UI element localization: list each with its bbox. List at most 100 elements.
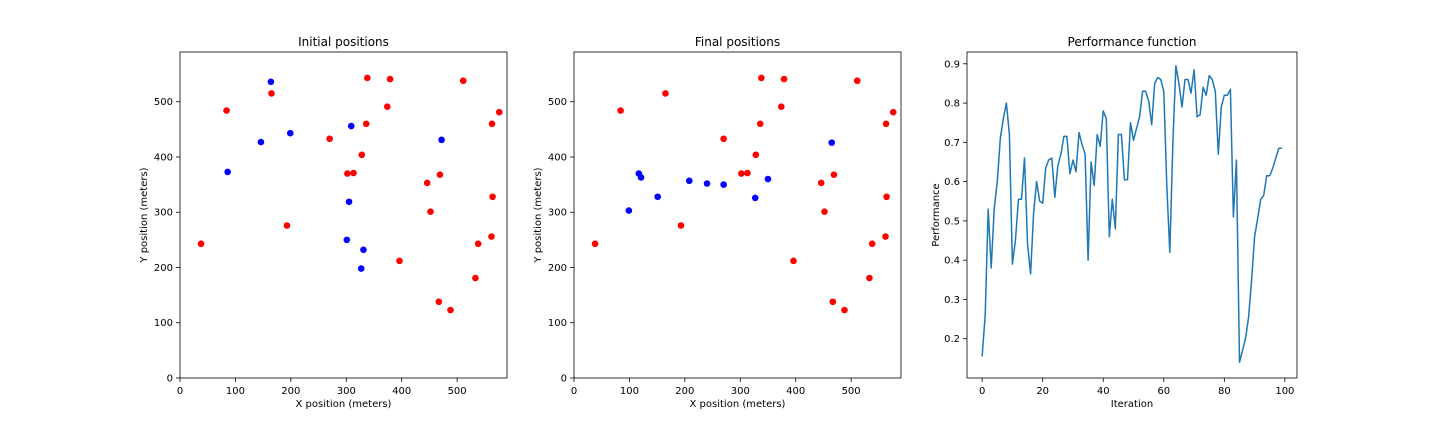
data-point bbox=[720, 181, 727, 188]
x-tick-label: 40 bbox=[1097, 386, 1110, 397]
x-axis-label: X position (meters) bbox=[690, 399, 786, 410]
data-point bbox=[744, 169, 751, 177]
chart-title: Final positions bbox=[695, 35, 780, 49]
data-point bbox=[654, 193, 661, 201]
y-tick-label: 500 bbox=[548, 97, 567, 108]
data-point bbox=[829, 298, 837, 306]
x-tick-label: 20 bbox=[1036, 386, 1049, 397]
data-point bbox=[223, 107, 230, 114]
x-tick-label: 300 bbox=[731, 386, 750, 397]
data-point bbox=[267, 78, 275, 86]
y-tick-label: 0.8 bbox=[944, 99, 960, 110]
data-point bbox=[488, 233, 495, 240]
y-axis-label: Y position (meters) bbox=[533, 167, 544, 263]
data-point bbox=[868, 240, 876, 248]
x-tick-label: 0 bbox=[571, 386, 577, 397]
data-point bbox=[326, 135, 333, 143]
x-tick-label: 100 bbox=[1275, 386, 1294, 397]
chart-1: Initial positions 0 100 200 300 400 500 0 100 200… bbox=[139, 35, 508, 410]
data-point bbox=[345, 198, 353, 206]
data-point bbox=[343, 236, 351, 244]
data-point bbox=[677, 222, 685, 229]
series-sensors bbox=[224, 78, 445, 272]
x-tick-label: 60 bbox=[1157, 386, 1170, 397]
data-point bbox=[617, 107, 624, 114]
y-tick-label: 0.2 bbox=[944, 334, 960, 345]
data-point bbox=[447, 306, 454, 314]
data-point bbox=[364, 74, 371, 82]
y-tick-label: 100 bbox=[548, 318, 567, 329]
x-tick-label: 200 bbox=[281, 386, 300, 397]
data-point bbox=[438, 136, 445, 144]
chart-2: Final positions 0 100 200 300 400 500 0 100 200 30… bbox=[533, 35, 902, 410]
plot-frame bbox=[966, 51, 1298, 379]
y-tick-label: 300 bbox=[548, 208, 567, 219]
x-tick-label: 400 bbox=[786, 386, 805, 397]
data-point bbox=[427, 208, 434, 215]
x-tick-label: 100 bbox=[226, 386, 245, 397]
data-point bbox=[344, 170, 351, 177]
data-point bbox=[383, 103, 391, 111]
y-tick-label: 400 bbox=[548, 152, 567, 163]
y-tick-label: 0.5 bbox=[944, 216, 960, 227]
data-point bbox=[591, 240, 599, 248]
data-point bbox=[685, 177, 693, 185]
series-targets bbox=[197, 74, 503, 314]
data-point bbox=[720, 135, 727, 143]
data-point bbox=[435, 298, 443, 306]
y-tick-label: 0.4 bbox=[944, 256, 960, 267]
data-point bbox=[752, 151, 760, 159]
y-tick-label: 0.6 bbox=[944, 177, 960, 188]
data-point bbox=[386, 75, 394, 83]
plot-frame bbox=[573, 51, 902, 379]
x-tick-label: 0 bbox=[177, 386, 183, 397]
y-tick-label: 0 bbox=[167, 374, 173, 385]
x-tick-label: 500 bbox=[842, 386, 861, 397]
data-point bbox=[738, 170, 745, 177]
data-point bbox=[257, 138, 265, 146]
x-tick-label: 0 bbox=[979, 386, 985, 397]
data-point bbox=[358, 151, 366, 159]
data-point bbox=[489, 193, 496, 201]
data-point bbox=[224, 168, 231, 176]
data-point bbox=[830, 171, 838, 178]
data-point bbox=[283, 222, 291, 229]
data-point bbox=[637, 174, 645, 181]
data-point bbox=[841, 306, 848, 314]
data-point bbox=[751, 194, 759, 202]
data-point bbox=[780, 75, 788, 83]
chart-title: Performance function bbox=[1068, 35, 1197, 49]
data-point bbox=[882, 120, 890, 128]
x-axis-label: Iteration bbox=[1111, 399, 1153, 410]
y-tick-label: 200 bbox=[548, 263, 567, 274]
data-point bbox=[625, 207, 633, 214]
x-tick-label: 80 bbox=[1218, 386, 1231, 397]
y-tick-label: 500 bbox=[154, 97, 173, 108]
y-tick-label: 0.3 bbox=[944, 295, 960, 306]
data-point bbox=[423, 179, 431, 187]
data-point bbox=[347, 122, 355, 130]
data-point bbox=[360, 246, 367, 254]
plot-frame bbox=[179, 51, 508, 379]
x-tick-label: 200 bbox=[675, 386, 694, 397]
data-point bbox=[362, 120, 370, 128]
data-point bbox=[866, 274, 873, 282]
chart-3: Performance function 0 20 40 60 80 100 0.2 0.3 0.… bbox=[931, 35, 1298, 410]
y-axis-label: Y position (meters) bbox=[139, 167, 150, 263]
data-point bbox=[474, 240, 482, 248]
data-point bbox=[853, 77, 861, 85]
y-tick-label: 100 bbox=[154, 318, 173, 329]
chart-title: Initial positions bbox=[298, 35, 389, 49]
y-tick-label: 300 bbox=[154, 208, 173, 219]
data-point bbox=[883, 193, 890, 201]
data-point bbox=[790, 257, 797, 265]
data-point bbox=[662, 90, 669, 97]
series-targets bbox=[591, 74, 897, 314]
x-tick-label: 100 bbox=[620, 386, 639, 397]
data-point bbox=[828, 139, 836, 146]
y-tick-label: 0.9 bbox=[944, 59, 960, 70]
data-point bbox=[268, 90, 275, 97]
data-point bbox=[472, 274, 479, 282]
y-axis-label: Performance bbox=[931, 183, 942, 246]
